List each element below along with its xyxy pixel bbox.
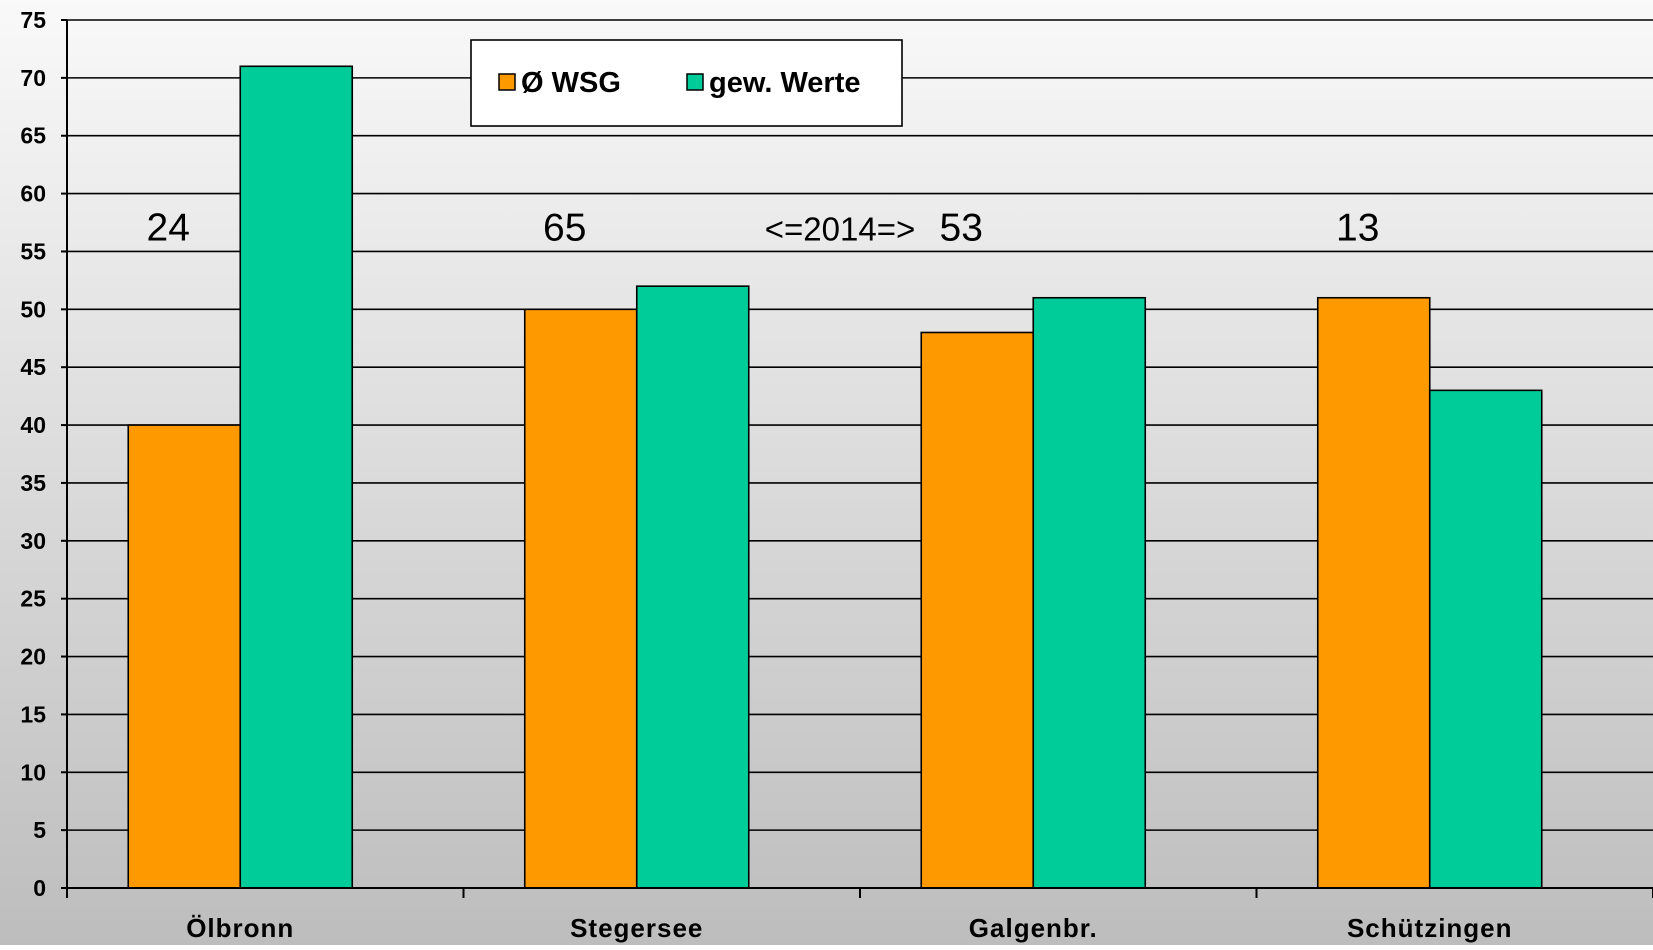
legend: Ø WSG gew. Werte (470, 39, 903, 127)
annotations: 24 65 <=2014=> 53 13 (147, 206, 1380, 249)
y-tick-label: 5 (33, 817, 46, 843)
y-tick-label: 40 (20, 412, 46, 438)
y-tick-label: 0 (33, 875, 46, 901)
y-tick-label: 25 (20, 586, 46, 612)
y-tick-label: 55 (20, 238, 46, 264)
y-tick-label: 65 (20, 123, 46, 149)
y-tick-label: 50 (20, 296, 46, 322)
annotation-label: 53 (940, 206, 983, 249)
legend-label: Ø WSG (521, 67, 621, 99)
annotation-label: 13 (1336, 206, 1379, 249)
bar-wsg (127, 424, 242, 889)
y-tick-label: 70 (20, 65, 46, 91)
x-category-label: Ölbronn (186, 913, 294, 943)
y-tick-label: 15 (20, 701, 46, 727)
legend-swatch (498, 73, 516, 91)
y-tick-label: 20 (20, 644, 46, 670)
y-tick-labels: 0 5 10 15 20 25 30 35 40 45 50 55 60 65 70 75 (20, 7, 46, 901)
x-category-label: Galgenbr. (969, 913, 1098, 943)
bars (127, 65, 1543, 889)
annotation-label: <=2014=> (765, 210, 916, 247)
y-tick-label: 45 (20, 354, 46, 380)
bar-gew-werte (1428, 389, 1543, 889)
bar-gew-werte (1032, 296, 1147, 889)
x-category-label: Stegersee (570, 913, 703, 943)
bar-wsg (523, 308, 638, 889)
bar-wsg (1316, 296, 1431, 889)
legend-swatch (686, 73, 704, 91)
axes (61, 19, 1653, 898)
x-category-labels: Ölbronn Stegersee Galgenbr. Schützingen (186, 913, 1513, 943)
bar-gew-werte (239, 65, 354, 889)
y-tick-label: 75 (20, 7, 46, 33)
annotation-label: 65 (543, 206, 586, 249)
bar-wsg (920, 331, 1035, 889)
x-category-label: Schützingen (1347, 913, 1513, 943)
y-tick-label: 10 (20, 759, 46, 785)
y-tick-label: 35 (20, 470, 46, 496)
legend-label: gew. Werte (709, 67, 861, 99)
annotation-label: 24 (147, 206, 190, 249)
y-tick-label: 60 (20, 181, 46, 207)
bar-gew-werte (635, 285, 750, 889)
y-tick-label: 30 (20, 528, 46, 554)
